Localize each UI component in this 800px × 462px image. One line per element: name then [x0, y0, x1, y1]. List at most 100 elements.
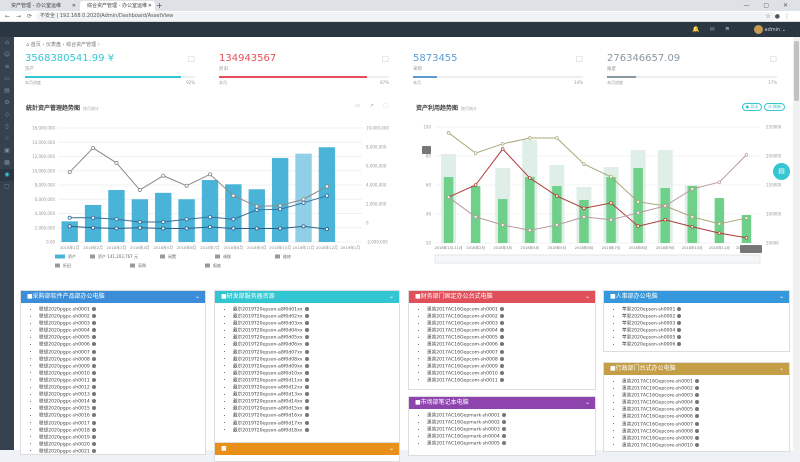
list-item[interactable]: 惠普2017AC16Gepcore-sh0009 [622, 435, 789, 443]
sidebar-doc-icon[interactable]: ▯ [5, 123, 9, 130]
chevron-down-icon[interactable]: ⌄ [388, 293, 394, 300]
panel-header[interactable]: ■ ⌄ [215, 443, 399, 455]
sidebar-home-icon[interactable]: ⌂ [5, 39, 9, 46]
list-item[interactable]: 戴尔2019T20epson-a8f0d02xx [233, 314, 399, 321]
list-item[interactable]: 戴尔2019T20epson-a8f0d07xx [233, 349, 399, 357]
list-item[interactable]: 惠普2017AC16Gepcore-sh0010 [622, 442, 789, 450]
list-item[interactable]: 联想2020pgpc-sh0011 [39, 377, 205, 385]
sidebar-grid-icon[interactable]: ▦ [4, 159, 10, 166]
list-item[interactable]: 戴尔2019T20epson-a8f0d10xx [233, 370, 399, 378]
list-item[interactable]: 戴尔2019T20epson-a8f0d04xx [233, 328, 399, 335]
nav-buttons[interactable]: ←→⟳ [5, 13, 39, 20]
list-item[interactable]: 联想2020pgpc-sh0010 [39, 370, 205, 378]
list-item[interactable]: 戴尔2019T20epson-a8f0d08xx [233, 356, 399, 364]
list-item[interactable]: 苹果2020epson-sh0005 [622, 335, 789, 342]
list-item[interactable]: 惠普2017AC16Gepcom-sh0007 [427, 349, 595, 357]
list-item[interactable]: 惠普2017AC16Gepcore-sh0008 [622, 428, 789, 436]
list-item[interactable]: 戴尔2019T20epson-a8f0d15xx [233, 406, 399, 413]
list-item[interactable]: 苹果2020epson-sh0003 [622, 321, 789, 328]
close-tab-icon[interactable]: ✕ [147, 3, 152, 9]
sidebar-list-icon[interactable]: ≡ [4, 63, 10, 70]
list-item[interactable]: 联想2020pgpc-sh0019 [39, 434, 205, 442]
list-item[interactable]: 惠普2017AC16Gepcore-sh0007 [622, 421, 789, 429]
sidebar-gear-icon[interactable]: ⚙ [4, 99, 10, 106]
user-menu[interactable]: admin ⌄ [753, 25, 786, 34]
export-button[interactable]: ● 导出 [741, 103, 763, 111]
sidebar-folder-icon[interactable]: ▭ [4, 75, 10, 82]
list-item[interactable]: 联想2020pgpc-sh0008 [39, 356, 205, 364]
list-item[interactable]: 联想2020pgpc-sh0002 [39, 314, 205, 321]
list-item[interactable]: 惠普2017AC16Gepcore-sh0005 [622, 407, 789, 414]
panel-header[interactable]: ■采购部软件产品部办公电脑 ⌄ [21, 291, 205, 303]
url-input[interactable]: 不安全 | 192.168.0.2020/Admin/Dashboard/Ass… [36, 12, 776, 21]
list-item[interactable]: 戴尔2019T20epson-a8f0d17xx [233, 420, 399, 428]
list-item[interactable]: 联想2020pgpc-sh0013 [39, 392, 205, 399]
notification-icons[interactable]: 🔔✉⚑ [692, 26, 740, 33]
panel-header[interactable]: ■人事部办公电脑 ⌄ [604, 291, 789, 303]
panel-header[interactable]: ■行政部门台式办公电脑 ⌄ [604, 363, 789, 375]
browser-tab[interactable]: 资产管理 - 办公室运维 ✕ [4, 1, 79, 11]
sidebar-tag-icon[interactable]: ◇ [4, 111, 10, 118]
panel-header[interactable]: ■研发部服务器资源 ⌄ [215, 291, 399, 303]
list-item[interactable]: 惠普2017AC16Gepcom-sh0009 [427, 363, 595, 371]
list-item[interactable]: 苹果2020epson-sh0001 [622, 307, 789, 314]
list-item[interactable]: 惠普2017AC16Gepcore-sh0003 [622, 393, 789, 400]
list-item[interactable]: 联想2020pgpc-sh0014 [39, 399, 205, 406]
list-item[interactable]: 联想2020pgpc-sh0012 [39, 385, 205, 392]
close-tab-icon[interactable]: ✕ [71, 3, 76, 9]
list-item[interactable]: 联想2020pgpc-sh0009 [39, 363, 205, 371]
list-item[interactable]: 惠普2017AC16Gepcom-sh0008 [427, 356, 595, 364]
list-item[interactable]: 戴尔2019T20epson-a8f0d03xx [233, 321, 399, 328]
list-item[interactable]: 惠普2017AC16Gepmark-sh0001 [427, 413, 595, 420]
list-item[interactable]: 惠普2017AC16Gepcom-sh0002 [427, 314, 595, 321]
list-item[interactable]: 联想2020pgpc-sh0006 [39, 342, 205, 349]
list-item[interactable]: 戴尔2019T20epson-a8f0d01xx [233, 307, 399, 314]
list-item[interactable]: 联想2020pgpc-sh0018 [39, 427, 205, 435]
chart-toolbox[interactable]: ▭ ↗ ⬚ [355, 103, 392, 109]
list-item[interactable]: 联想2020pgpc-sh0015 [39, 406, 205, 413]
page-scrollbar[interactable] [793, 37, 800, 450]
floating-action-button[interactable]: ▤ [773, 163, 790, 180]
list-item[interactable]: 惠普2017AC16Gepmark-sh0002 [427, 420, 595, 427]
chevron-down-icon[interactable]: ⌄ [584, 399, 590, 406]
list-item[interactable]: 联想2020pgpc-sh0005 [39, 335, 205, 342]
list-item[interactable]: 惠普2017AC16Gepcom-sh0010 [427, 370, 595, 378]
list-item[interactable]: 惠普2017AC16Gepcom-sh0011 [427, 377, 595, 385]
list-item[interactable]: 苹果2020epson-sh0002 [622, 314, 789, 321]
sidebar-user-icon[interactable]: ☺ [3, 51, 11, 58]
list-item[interactable]: 惠普2017AC16Gepcom-sh0001 [427, 307, 595, 314]
list-item[interactable]: 苹果2020epson-sh0006 [622, 342, 789, 349]
list-item[interactable]: 惠普2017AC16Gepmark-sh0003 [427, 427, 595, 434]
list-item[interactable]: 联想2020pgpc-sh0020 [39, 441, 205, 449]
panel-header[interactable]: ■市场部笔记本电脑 ⌄ [409, 397, 595, 409]
list-item[interactable]: 惠普2017AC16Gepcore-sh0006 [622, 414, 789, 421]
list-item[interactable]: 惠普2017AC16Gepcore-sh0002 [622, 386, 789, 393]
list-item[interactable]: 戴尔2019T20epson-a8f0d06xx [233, 342, 399, 349]
list-item[interactable]: 联想2020pgpc-sh0017 [39, 420, 205, 428]
sidebar-lock-icon[interactable]: ▢ [4, 183, 10, 190]
refresh-button[interactable]: ⟳ 刷新 [764, 103, 785, 111]
list-item[interactable]: 戴尔2019T20epson-a8f0d14xx [233, 399, 399, 406]
chevron-down-icon[interactable]: ⌄ [388, 445, 394, 452]
list-item[interactable]: 联想2020pgpc-sh0007 [39, 349, 205, 357]
sidebar-box-icon[interactable]: ▣ [4, 147, 10, 154]
browser-menu-icon[interactable]: ☆●⋮ [765, 13, 794, 20]
window-controls[interactable]: — ▢ ✕ [743, 2, 794, 9]
chevron-down-icon[interactable]: ⌄ [778, 293, 784, 300]
list-item[interactable]: 惠普2017AC16Gepcom-sh0005 [427, 335, 595, 342]
list-item[interactable]: 联想2020pgpc-sh0003 [39, 321, 205, 328]
list-item[interactable]: 惠普2017AC16Gepcore-sh0004 [622, 400, 789, 407]
list-item[interactable]: 戴尔2019T20epson-a8f0d12xx [233, 385, 399, 392]
sidebar-dashboard-icon[interactable]: ◉ [0, 169, 14, 181]
list-item[interactable]: 戴尔2019T20epson-a8f0d16xx [233, 413, 399, 420]
panel-header[interactable]: ■财务部门固定办公台式电脑 ⌄ [409, 291, 595, 303]
sidebar-star-icon[interactable]: ☆ [4, 135, 10, 142]
list-item[interactable]: 戴尔2019T20epson-a8f0d05xx [233, 335, 399, 342]
list-item[interactable]: 戴尔2019T20epson-a8f0d11xx [233, 377, 399, 385]
list-item[interactable]: 惠普2017AC16Gepcom-sh0003 [427, 321, 595, 328]
scrollbar-thumb[interactable] [794, 41, 799, 101]
breadcrumb[interactable]: ⌂ 首页 › 仪表盘 › 综合资产管理 › [26, 42, 100, 48]
list-item[interactable]: 苹果2020epson-sh0004 [622, 328, 789, 335]
list-item[interactable]: 惠普2017AC16Gepcom-sh0006 [427, 342, 595, 349]
list-item[interactable]: 惠普2017AC16Gepcom-sh0004 [427, 328, 595, 335]
